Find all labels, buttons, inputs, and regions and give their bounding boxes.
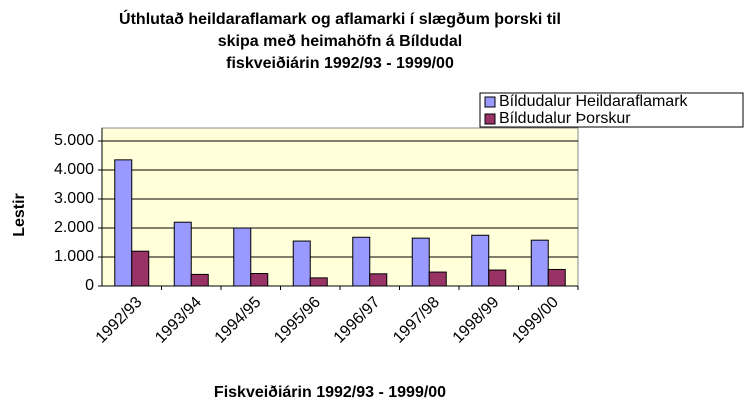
x-axis-title: Fiskveiðiárin 1992/93 - 1999/00 <box>214 384 446 401</box>
bar <box>190 273 209 287</box>
bar <box>428 271 447 287</box>
bar <box>114 159 133 287</box>
y-tick-label: 5.000 <box>54 132 94 149</box>
bar <box>250 273 269 287</box>
bar <box>369 273 388 287</box>
chart-title: fiskveiðiárin 1992/93 - 1999/00 <box>226 55 454 72</box>
legend-label: Bíldudalur Þorskur <box>499 110 631 127</box>
bar <box>530 239 549 287</box>
bar <box>173 221 192 287</box>
x-tick-label: 1996/97 <box>331 294 384 347</box>
x-tick-label: 1994/95 <box>212 294 265 347</box>
y-tick-label: 3.000 <box>54 190 94 207</box>
x-tick-label: 1999/00 <box>509 294 562 347</box>
bar <box>309 277 328 287</box>
legend-box <box>479 92 744 128</box>
y-axis-title: Lestir <box>11 193 28 237</box>
y-tick-label: 2.000 <box>54 219 94 236</box>
bar <box>411 237 430 287</box>
bar <box>547 268 566 287</box>
bar <box>352 236 371 287</box>
chart-title: Úthlutað heildaraflamark og aflamarki í … <box>119 9 561 28</box>
x-tick-label: 1992/93 <box>93 294 146 347</box>
plot-area <box>101 127 579 287</box>
bar <box>131 250 150 287</box>
legend-label: Bíldudalur Heildaraflamark <box>499 93 689 110</box>
y-tick-label: 4.000 <box>54 161 94 178</box>
bar <box>292 240 311 287</box>
x-tick-label: 1998/99 <box>450 294 503 347</box>
y-tick-label: 1.000 <box>54 248 94 265</box>
bar <box>488 269 507 287</box>
x-tick-label: 1995/96 <box>271 294 324 347</box>
x-tick-label: 1997/98 <box>390 294 443 347</box>
legend-swatch <box>484 96 496 108</box>
x-tick-label: 1993/94 <box>152 294 205 347</box>
bar <box>233 227 252 287</box>
chart-title: skipa með heimahöfn á Bíldudal <box>218 33 463 50</box>
bar <box>471 234 490 287</box>
legend-swatch <box>484 113 496 125</box>
y-tick-label: 0 <box>85 277 94 294</box>
